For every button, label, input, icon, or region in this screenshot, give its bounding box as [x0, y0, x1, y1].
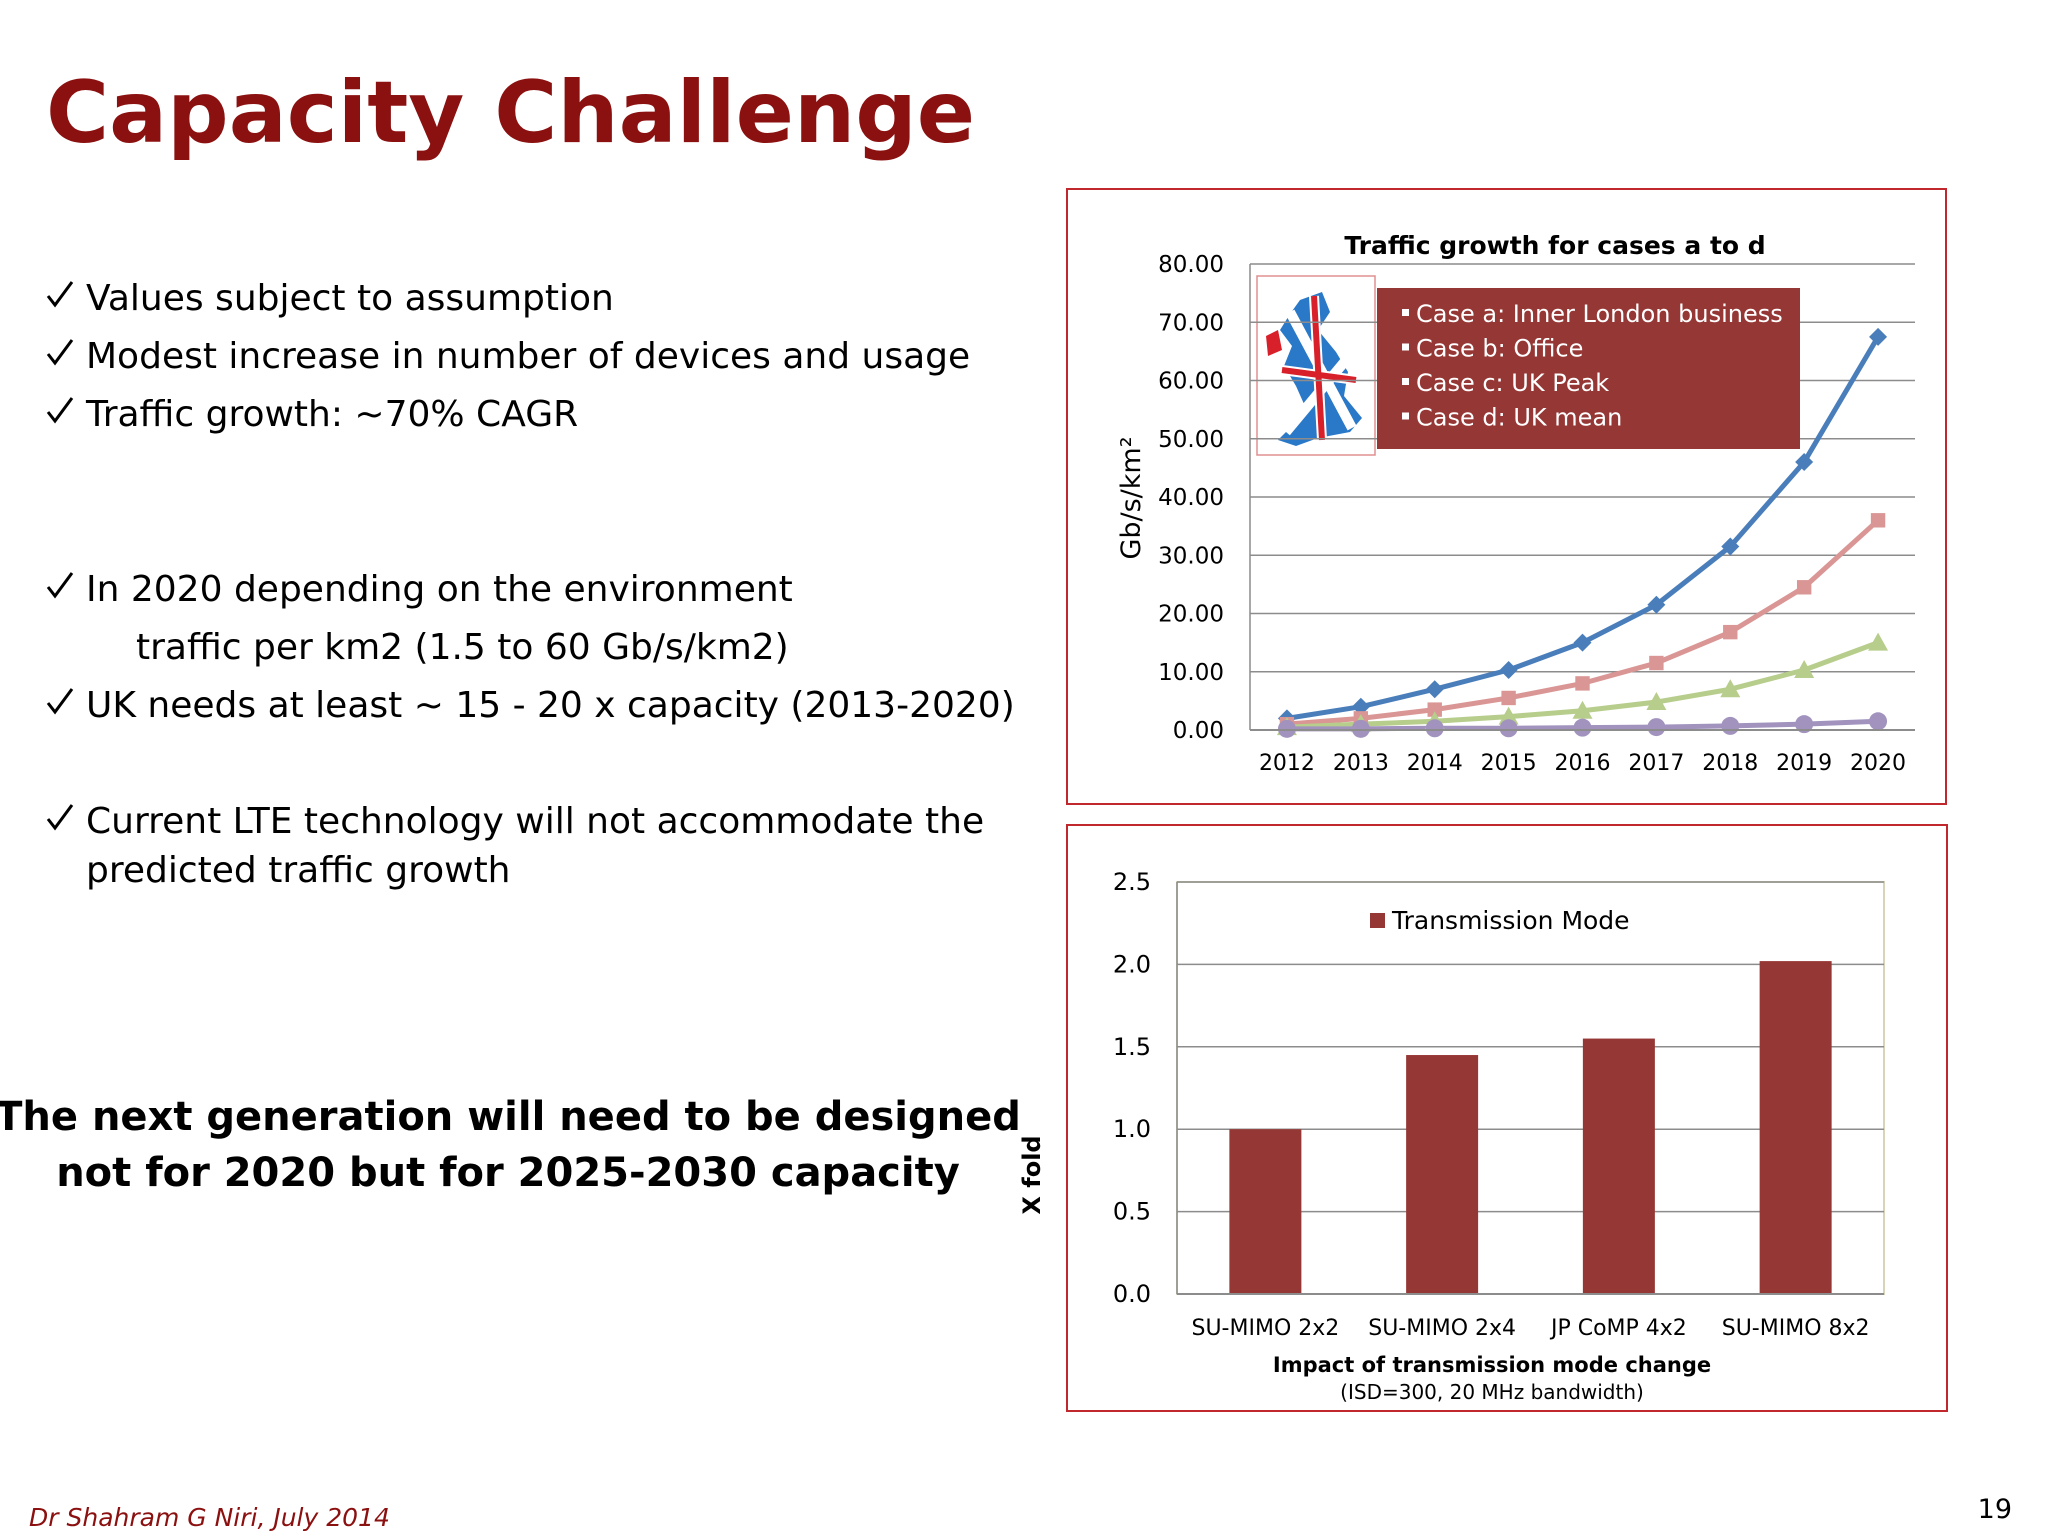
y-tick-label: 1.5 [1113, 1033, 1151, 1061]
x-tick-label: 2016 [1555, 751, 1611, 776]
legend-bullet [1402, 378, 1409, 385]
bullet-text: Values subject to assumption [86, 278, 614, 319]
legend-bullet [1402, 343, 1409, 351]
legend-label: Case b: Office [1416, 335, 1583, 363]
y-tick-label: 0.0 [1113, 1280, 1151, 1308]
y-tick-label: 10.00 [1158, 660, 1224, 686]
y-tick-label: 20.00 [1158, 602, 1224, 628]
bar [1582, 1038, 1655, 1294]
y-tick-label: 30.00 [1158, 543, 1224, 569]
line-marker [1647, 595, 1666, 614]
line-marker [1572, 700, 1593, 719]
chart-title: Traffic growth for cases a to d [1344, 231, 1765, 260]
y-tick-label: 70.00 [1158, 310, 1224, 336]
line-marker [1721, 716, 1740, 735]
x-tick-label: 2014 [1407, 751, 1463, 776]
y-tick-label: 50.00 [1158, 427, 1224, 453]
legend-swatch [1370, 913, 1385, 928]
check-mark [46, 804, 74, 831]
bullet-text: In 2020 depending on the environment [86, 569, 793, 610]
bullet-text: Current LTE technology will not accommod… [86, 801, 984, 842]
legend-label: Case c: UK Peak [1416, 369, 1609, 397]
y-tick-label: 80.00 [1158, 252, 1224, 278]
line-marker [1277, 719, 1296, 738]
bullet-text: predicted traffic growth [86, 850, 511, 891]
legend-bullet [1402, 412, 1409, 420]
check-mark [46, 281, 74, 308]
x-tick-label: 2017 [1628, 751, 1684, 776]
y-axis-label: X fold [1018, 1135, 1046, 1214]
check-mark [46, 572, 74, 599]
line-marker [1499, 661, 1518, 680]
line-marker [1649, 655, 1664, 671]
y-tick-label: 0.5 [1113, 1198, 1151, 1226]
legend-label: Case d: UK mean [1416, 404, 1622, 432]
x-axis-sublabel: (ISD=300, 20 MHz bandwidth) [1340, 1380, 1644, 1404]
x-tick-label: 2012 [1259, 751, 1315, 776]
line-marker [1794, 660, 1815, 679]
x-tick-label: SU-MIMO 2x2 [1191, 1316, 1339, 1341]
line-marker [1869, 712, 1888, 731]
bullet-text: traffic per km2 (1.5 to 60 Gb/s/km2) [136, 627, 789, 668]
check-mark [46, 397, 74, 424]
line-marker [1499, 719, 1518, 738]
line-marker [1721, 537, 1740, 556]
line-marker [1425, 719, 1444, 738]
conclusion: not for 2020 but for 2025-2030 capacity [56, 1150, 960, 1196]
x-tick-label: 2018 [1702, 751, 1758, 776]
conclusion: The next generation will need to be desi… [0, 1094, 1021, 1140]
slide-title: Capacity Challenge [46, 63, 975, 163]
x-tick-label: 2020 [1850, 751, 1906, 776]
line-marker [1870, 513, 1886, 528]
y-tick-label: 2.5 [1113, 868, 1151, 896]
x-axis-label: Impact of transmission mode change [1273, 1353, 1711, 1377]
check-mark [46, 339, 74, 366]
x-tick-label: 2013 [1333, 751, 1389, 776]
check-mark [46, 688, 74, 715]
y-tick-label: 60.00 [1158, 369, 1224, 395]
line-marker [1869, 327, 1888, 346]
x-tick-label: SU-MIMO 8x2 [1722, 1316, 1870, 1341]
footer-author: Dr Shahram G Niri, July 2014 [29, 1503, 390, 1532]
line-marker [1573, 718, 1592, 737]
line-marker [1575, 676, 1590, 691]
x-tick-label: JP CoMP 4x2 [1549, 1316, 1687, 1341]
line-marker [1795, 453, 1814, 472]
line-marker [1647, 718, 1666, 737]
legend-box [1377, 288, 1800, 449]
line-marker [1498, 706, 1519, 725]
line-marker [1501, 690, 1516, 706]
uk-map-image [1256, 275, 1376, 456]
legend-label: Transmission Mode [1391, 906, 1630, 935]
line-marker [1723, 624, 1738, 640]
line-marker [1720, 679, 1741, 698]
line-marker [1425, 680, 1444, 699]
bar [1229, 1129, 1302, 1294]
bullet-text: UK needs at least ~ 15 - 20 x capacity (… [86, 685, 1015, 726]
line-marker [1573, 633, 1592, 652]
legend-bullet [1402, 309, 1409, 316]
y-tick-label: 40.00 [1158, 485, 1224, 511]
y-tick-label: 0.00 [1173, 718, 1224, 744]
y-tick-label: 2.0 [1113, 950, 1151, 978]
line-marker [1427, 702, 1442, 717]
y-axis-label: Gb/s/km² [1116, 436, 1147, 559]
x-tick-label: SU-MIMO 2x4 [1368, 1316, 1516, 1341]
page-number: 19 [1978, 1494, 2012, 1525]
line-marker [1796, 580, 1812, 595]
x-tick-label: 2019 [1776, 751, 1832, 776]
line-marker [1795, 715, 1814, 734]
line-marker [1646, 692, 1667, 711]
bullet-text: Modest increase in number of devices and… [86, 336, 970, 377]
y-tick-label: 1.0 [1113, 1115, 1151, 1143]
bullet-text: Traffic growth: ~70% CAGR [85, 394, 578, 435]
line-marker [1351, 719, 1370, 738]
line-marker [1868, 632, 1889, 651]
x-tick-label: 2015 [1481, 751, 1537, 776]
bar [1759, 961, 1832, 1294]
legend-label: Case a: Inner London business [1416, 300, 1783, 328]
bar [1406, 1055, 1479, 1294]
